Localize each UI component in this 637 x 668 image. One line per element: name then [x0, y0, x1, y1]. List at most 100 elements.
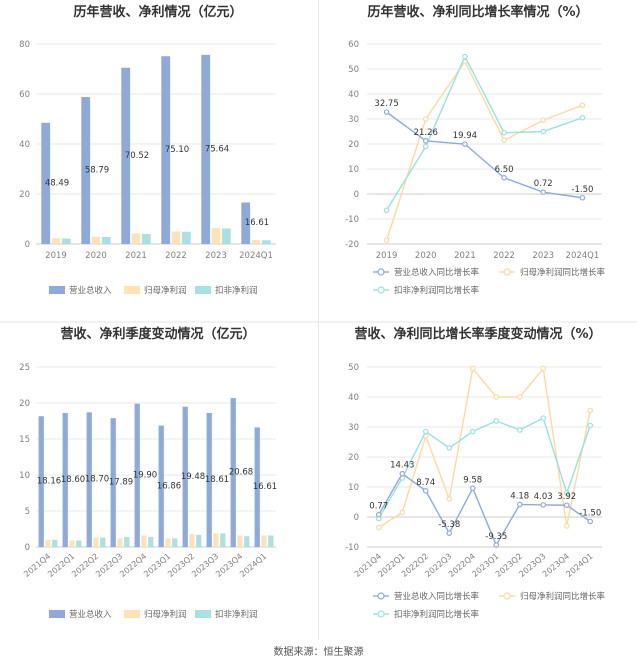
point-deducted_line — [516, 427, 523, 433]
point-revenue_line — [501, 174, 507, 181]
y-tick-label: 40 — [348, 90, 359, 100]
x-tick-label: 2020 — [415, 251, 437, 261]
bar-deducted_profit — [220, 533, 226, 547]
point-revenue_line — [516, 501, 523, 508]
data-label: 9.58 — [463, 475, 482, 485]
legend-swatch-deducted_profit — [195, 286, 211, 294]
y-tick-label: 0 — [354, 190, 359, 200]
bar-revenue — [206, 413, 212, 547]
point-revenue_line — [446, 530, 453, 536]
point-net_profit_line — [587, 407, 594, 414]
point-deducted_line — [422, 428, 429, 435]
data-label: 75.10 — [165, 145, 189, 155]
line-net_profit_line — [385, 60, 583, 241]
line-deducted_line — [378, 416, 591, 519]
bar-net_profit — [213, 533, 219, 547]
point-revenue_line — [540, 502, 547, 508]
bar-deducted_profit — [261, 240, 271, 244]
legend-marker-deducted_line — [377, 286, 385, 294]
y-tick-label: 0 — [354, 513, 359, 523]
bar-deducted_profit — [268, 535, 274, 547]
point-net_profit_line — [469, 365, 476, 372]
data-label: 8.74 — [416, 478, 435, 488]
bar-net_profit — [141, 535, 147, 547]
legend-label-revenue_line: 营业总收入同比增长率 — [394, 267, 480, 278]
annual-line-chart: -20 -10 0 10 20 30 40 50 60 2019 2020 2021 2022 2023 2… — [345, 40, 605, 296]
data-label: 4.03 — [534, 492, 553, 502]
y-tick-label: 60 — [348, 40, 359, 50]
x-tick-label: 2021 — [454, 251, 476, 261]
bar-net_profit — [211, 228, 221, 244]
point-revenue_line — [563, 502, 570, 509]
x-tick-label: 2019 — [376, 251, 398, 261]
point-revenue_line — [375, 511, 382, 518]
bar-net_profit — [117, 538, 123, 547]
bar-deducted_profit — [52, 539, 58, 547]
bar-revenue — [158, 425, 164, 547]
x-tick-label: 2024Q1 — [239, 251, 273, 261]
bar-net_profit — [189, 534, 195, 547]
point-deducted_line — [462, 53, 468, 60]
legend-swatch-deducted_profit — [195, 610, 211, 618]
x-tick-label: 2019 — [45, 251, 67, 261]
point-revenue_line — [422, 138, 429, 144]
point-revenue_line — [383, 109, 390, 115]
point-deducted_line — [579, 114, 586, 121]
bar-deducted_profit — [124, 536, 130, 547]
legend-label-deducted_line: 扣非净利润同比增长率 — [394, 609, 480, 620]
data-label: 20.68 — [229, 468, 253, 478]
bar-net_profit — [165, 538, 171, 547]
point-net_profit_line — [399, 509, 406, 516]
point-revenue_line — [399, 470, 406, 477]
point-net_profit_line — [579, 102, 586, 109]
y-tick-label: 30 — [348, 423, 359, 433]
bar-deducted_profit — [101, 237, 111, 244]
line-deducted_line — [385, 54, 583, 211]
legend-marker-revenue_line — [377, 268, 385, 276]
x-tick-label: 2022 — [493, 251, 515, 261]
data-label: -5.38 — [438, 520, 460, 530]
point-net_profit_line — [516, 394, 523, 400]
point-net_profit_line — [563, 523, 570, 529]
bar-net_profit — [251, 240, 261, 244]
point-net_profit_line — [501, 137, 507, 144]
bar-revenue — [121, 67, 131, 244]
point-net_profit_line — [422, 116, 429, 122]
data-label: 16.61 — [245, 218, 269, 228]
bar-revenue — [230, 398, 236, 547]
bar-net_profit — [69, 540, 75, 547]
point-revenue_line — [579, 194, 586, 201]
legend-marker-revenue_line — [377, 592, 385, 600]
point-revenue_line — [493, 542, 500, 548]
data-label: 21.26 — [414, 128, 438, 138]
y-tick-label: 10 — [348, 483, 359, 493]
legend-swatch-net_profit — [124, 610, 140, 618]
data-label: 75.64 — [205, 144, 229, 154]
y-tick-label: 25 — [19, 363, 30, 373]
bar-net_profit — [131, 233, 141, 244]
point-deducted_line — [493, 418, 500, 424]
point-revenue_line — [462, 141, 468, 147]
bar-net_profit — [51, 238, 61, 244]
legend-label-net_profit_line: 归母净利润同比增长率 — [520, 267, 606, 278]
y-tick-label: 5 — [25, 507, 30, 517]
y-tick-label: 15 — [19, 435, 30, 445]
data-label: 19.94 — [453, 131, 477, 141]
point-deducted_line — [540, 128, 547, 135]
point-revenue_line — [587, 518, 594, 525]
point-revenue_line — [540, 189, 547, 196]
point-net_profit_line — [375, 524, 382, 531]
bar-deducted_profit — [221, 228, 231, 244]
point-deducted_line — [383, 207, 390, 214]
legend-label-net_profit_line: 归母净利润同比增长率 — [520, 591, 606, 602]
y-tick-label: -20 — [345, 240, 359, 250]
bar-deducted_profit — [100, 537, 106, 547]
bar-deducted_profit — [196, 534, 202, 547]
point-deducted_line — [422, 143, 429, 150]
point-revenue_line — [422, 487, 429, 494]
quarterly-bar-title: 营收、净利季度变动情况（亿元） — [60, 326, 255, 342]
data-label: 48.49 — [45, 178, 69, 188]
point-net_profit_line — [383, 237, 390, 244]
x-tick-label: 2022 — [165, 251, 187, 261]
